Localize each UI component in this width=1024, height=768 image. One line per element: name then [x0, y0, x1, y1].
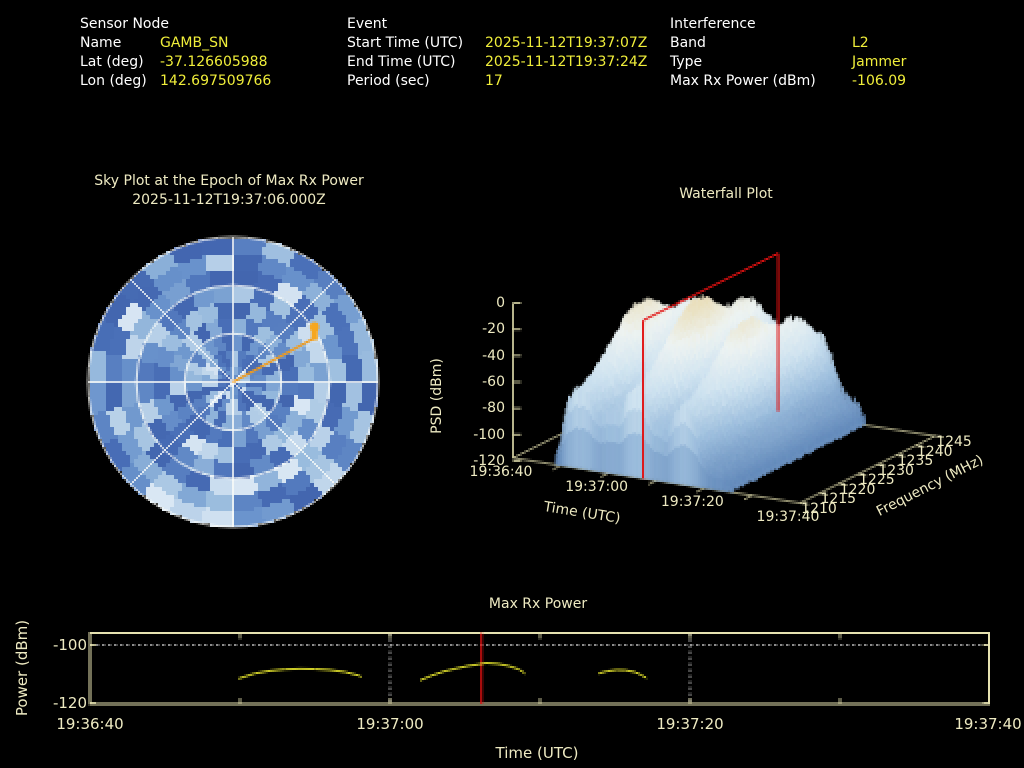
power-plot-canvas	[86, 630, 994, 710]
interference-section-title: Interference	[670, 16, 756, 32]
sensor-node-section-title: Sensor Node	[80, 16, 169, 32]
sensor-lon-value: 142.697509766	[160, 73, 272, 89]
interference-type-value: Jammer	[852, 54, 907, 70]
sensor-lat-label: Lat (deg)	[80, 54, 144, 70]
waterfall-title: Waterfall Plot	[679, 186, 773, 202]
power-x-tick-label: 19:37:00	[356, 715, 424, 733]
waterfall-psd-tick-label: -60	[482, 374, 505, 390]
waterfall-psd-tick-label: -100	[473, 426, 505, 443]
waterfall-freq-tick-label: 1225	[859, 472, 895, 489]
waterfall-freq-tick-label: 1245	[936, 434, 972, 450]
interference-band-value: L2	[852, 35, 869, 51]
interference-band-label: Band	[670, 35, 706, 51]
power-x-axis-label: Time (UTC)	[495, 744, 579, 762]
waterfall-canvas	[428, 238, 1012, 534]
waterfall-psd-tick-label: -120	[473, 453, 505, 469]
power-y-axis-label: Power (dBm)	[13, 619, 31, 717]
waterfall-freq-tick-label: 1210	[801, 501, 837, 517]
sensor-lon-label: Lon (deg)	[80, 73, 147, 89]
waterfall-time-tick-label: 19:37:40	[756, 509, 820, 525]
waterfall-psd-tick-label: 0	[496, 295, 505, 311]
power-plot-title: Max Rx Power	[488, 596, 588, 612]
power-x-tick-label: 19:37:40	[954, 715, 1022, 733]
waterfall-time-tick-label: 19:37:00	[565, 479, 629, 495]
event-period-value: 17	[485, 73, 503, 89]
waterfall-freq-tick-label: 1215	[820, 491, 857, 508]
sensor-lat-value: -37.126605988	[160, 54, 268, 70]
sky-plot-subtitle: 2025-11-12T19:37:06.000Z	[132, 192, 326, 208]
interference-maxpower-label: Max Rx Power (dBm)	[670, 73, 816, 89]
sky-plot-canvas	[84, 233, 384, 533]
event-end-label: End Time (UTC)	[347, 54, 456, 70]
waterfall-psd-tick-label: -20	[482, 321, 505, 338]
waterfall-psd-tick-label: -80	[482, 400, 505, 417]
power-y-tick-label: -100	[52, 636, 87, 654]
power-x-tick-label: 19:36:40	[56, 715, 124, 733]
interference-type-label: Type	[670, 54, 703, 70]
sensor-name-label: Name	[80, 35, 122, 51]
waterfall-psd-tick-label: -40	[482, 347, 505, 364]
power-x-tick-label: 19:37:20	[656, 715, 724, 733]
sky-plot-title: Sky Plot at the Epoch of Max Rx Power	[94, 173, 364, 189]
waterfall-freq-tick-label: 1220	[839, 481, 876, 498]
event-start-label: Start Time (UTC)	[347, 35, 464, 51]
waterfall-freq-tick-label: 1230	[878, 462, 914, 479]
interference-maxpower-value: -106.09	[852, 73, 907, 89]
event-section-title: Event	[347, 16, 388, 32]
event-end-value: 2025-11-12T19:37:24Z	[485, 54, 648, 70]
waterfall-time-tick-label: 19:36:40	[469, 464, 533, 480]
event-period-label: Period (sec)	[347, 73, 430, 89]
event-start-value: 2025-11-12T19:37:07Z	[485, 35, 648, 51]
waterfall-freq-tick-label: 1240	[916, 443, 953, 460]
waterfall-time-tick-label: 19:37:20	[660, 494, 724, 510]
power-y-tick-label: -120	[52, 694, 87, 712]
waterfall-freq-tick-label: 1235	[897, 453, 934, 470]
sensor-name-value: GAMB_SN	[160, 35, 229, 51]
